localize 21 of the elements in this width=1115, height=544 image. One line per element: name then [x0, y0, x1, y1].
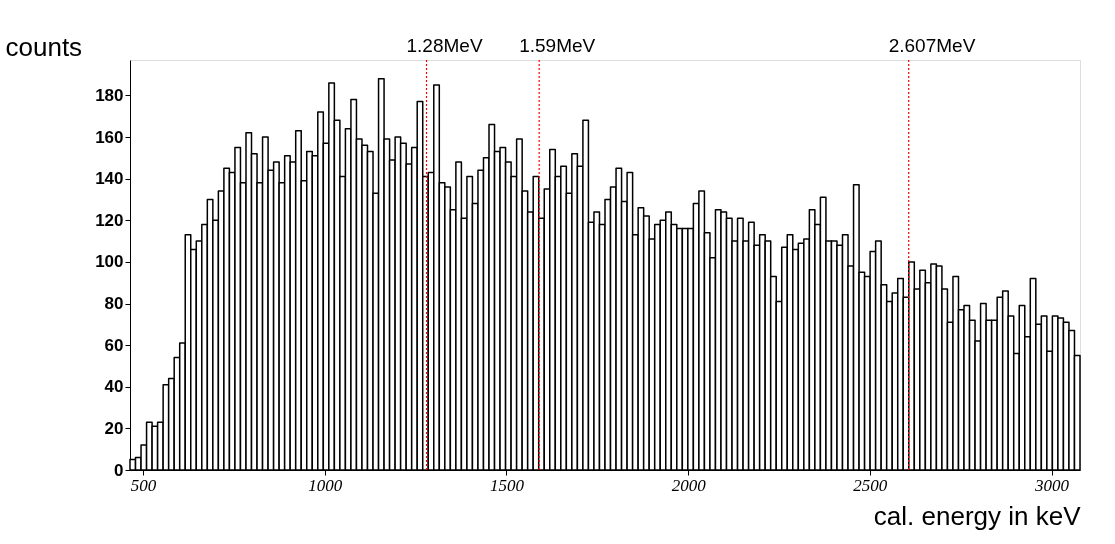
x-tick-label: 2500 [853, 475, 888, 495]
ref-line-label: 1.28MeV [406, 35, 483, 56]
x-tick-label: 500 [130, 475, 157, 495]
y-tick-label: 0 [114, 460, 124, 480]
x-axis-title: cal. energy in keV [873, 500, 1082, 531]
y-tick-label: 140 [95, 169, 124, 189]
y-tick-label: 100 [95, 252, 124, 272]
x-tick-label: 3000 [1034, 475, 1070, 495]
y-axis-title: counts [5, 31, 83, 62]
y-tick-label: 40 [104, 377, 124, 397]
y-tick-label: 20 [104, 418, 124, 438]
y-tick-label: 60 [104, 335, 124, 355]
y-tick-label: 120 [95, 210, 124, 230]
x-tick-label: 1000 [308, 475, 343, 495]
x-tick-label: 2000 [671, 475, 707, 495]
x-tick-label: 1500 [489, 475, 525, 495]
ref-line-label: 2.607MeV [888, 35, 976, 56]
y-tick-label: 80 [104, 294, 124, 313]
y-tick-label: 180 [95, 85, 124, 105]
y-tick-label: 160 [95, 127, 124, 147]
ref-line-label: 1.59MeV [519, 35, 596, 56]
